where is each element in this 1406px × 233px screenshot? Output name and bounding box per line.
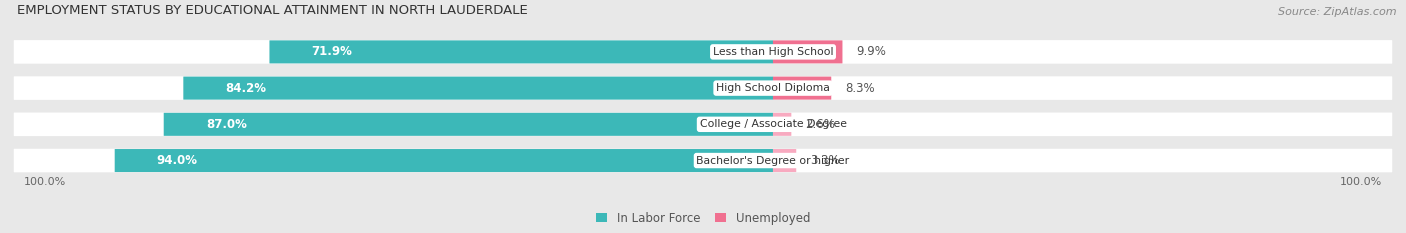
Text: 100.0%: 100.0% [1340,177,1382,187]
Text: 8.3%: 8.3% [845,82,875,95]
FancyBboxPatch shape [773,149,796,172]
FancyBboxPatch shape [183,77,773,100]
FancyBboxPatch shape [14,40,1392,64]
FancyBboxPatch shape [773,77,831,100]
FancyBboxPatch shape [270,40,773,63]
Text: Source: ZipAtlas.com: Source: ZipAtlas.com [1278,7,1396,17]
Text: Bachelor's Degree or higher: Bachelor's Degree or higher [696,156,849,165]
Text: 71.9%: 71.9% [312,45,353,58]
Text: 84.2%: 84.2% [225,82,267,95]
FancyBboxPatch shape [14,113,1392,136]
Text: 3.3%: 3.3% [810,154,839,167]
Text: 100.0%: 100.0% [24,177,66,187]
Text: 94.0%: 94.0% [157,154,198,167]
FancyBboxPatch shape [115,149,773,172]
FancyBboxPatch shape [773,113,792,136]
FancyBboxPatch shape [14,149,1392,172]
Text: EMPLOYMENT STATUS BY EDUCATIONAL ATTAINMENT IN NORTH LAUDERDALE: EMPLOYMENT STATUS BY EDUCATIONAL ATTAINM… [17,4,527,17]
Text: College / Associate Degree: College / Associate Degree [700,119,846,129]
Text: High School Diploma: High School Diploma [716,83,830,93]
Legend: In Labor Force, Unemployed: In Labor Force, Unemployed [596,212,810,225]
FancyBboxPatch shape [163,113,773,136]
Text: Less than High School: Less than High School [713,47,834,57]
FancyBboxPatch shape [14,76,1392,100]
Text: 9.9%: 9.9% [856,45,886,58]
Text: 87.0%: 87.0% [205,118,246,131]
FancyBboxPatch shape [773,40,842,63]
Text: 2.6%: 2.6% [806,118,835,131]
